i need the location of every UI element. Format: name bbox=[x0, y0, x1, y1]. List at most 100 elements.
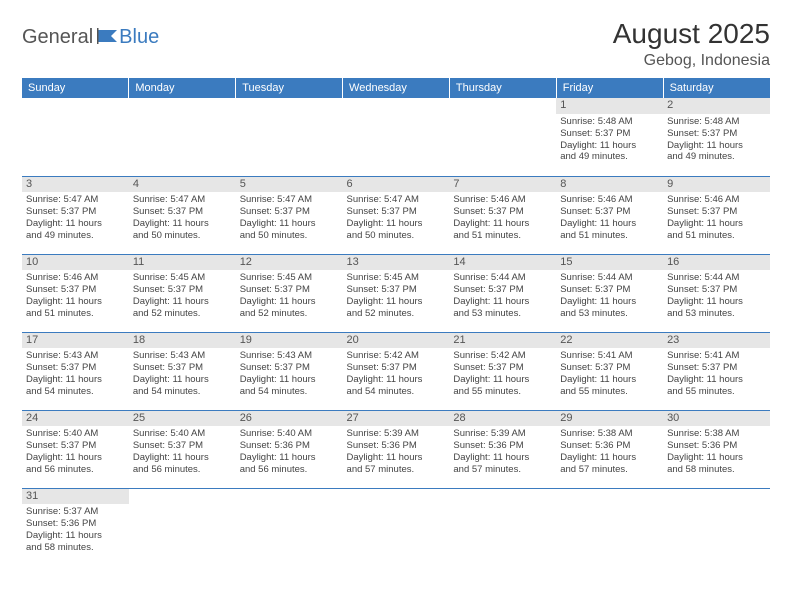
sunrise-text: Sunrise: 5:46 AM bbox=[26, 272, 125, 284]
sunrise-text: Sunrise: 5:42 AM bbox=[347, 350, 446, 362]
day-number: 25 bbox=[129, 411, 236, 427]
daylight-text: Daylight: 11 hours bbox=[667, 218, 766, 230]
weekday-header: Thursday bbox=[449, 78, 556, 98]
calendar-day-cell: 26Sunrise: 5:40 AMSunset: 5:36 PMDayligh… bbox=[236, 410, 343, 488]
sunset-text: Sunset: 5:37 PM bbox=[26, 362, 125, 374]
sunset-text: Sunset: 5:37 PM bbox=[560, 206, 659, 218]
calendar-day-cell: 15Sunrise: 5:44 AMSunset: 5:37 PMDayligh… bbox=[556, 254, 663, 332]
sunset-text: Sunset: 5:37 PM bbox=[240, 206, 339, 218]
calendar-day-cell bbox=[343, 488, 450, 566]
daylight-text: and 54 minutes. bbox=[26, 386, 125, 398]
brand-logo: General Blue bbox=[22, 18, 159, 49]
sunset-text: Sunset: 5:37 PM bbox=[133, 206, 232, 218]
calendar-day-cell: 4Sunrise: 5:47 AMSunset: 5:37 PMDaylight… bbox=[129, 176, 236, 254]
day-number: 13 bbox=[343, 255, 450, 271]
daylight-text: and 53 minutes. bbox=[667, 308, 766, 320]
daylight-text: Daylight: 11 hours bbox=[133, 452, 232, 464]
sunrise-text: Sunrise: 5:47 AM bbox=[347, 194, 446, 206]
daylight-text: and 58 minutes. bbox=[26, 542, 125, 554]
day-number: 5 bbox=[236, 177, 343, 193]
daylight-text: Daylight: 11 hours bbox=[347, 452, 446, 464]
day-number: 30 bbox=[663, 411, 770, 427]
calendar-table: Sunday Monday Tuesday Wednesday Thursday… bbox=[22, 78, 770, 566]
sunrise-text: Sunrise: 5:37 AM bbox=[26, 506, 125, 518]
calendar-day-cell: 6Sunrise: 5:47 AMSunset: 5:37 PMDaylight… bbox=[343, 176, 450, 254]
day-number: 31 bbox=[22, 489, 129, 505]
calendar-day-cell bbox=[236, 488, 343, 566]
sunrise-text: Sunrise: 5:40 AM bbox=[240, 428, 339, 440]
sunset-text: Sunset: 5:36 PM bbox=[667, 440, 766, 452]
sunrise-text: Sunrise: 5:47 AM bbox=[26, 194, 125, 206]
calendar-day-cell bbox=[129, 488, 236, 566]
calendar-day-cell: 1Sunrise: 5:48 AMSunset: 5:37 PMDaylight… bbox=[556, 98, 663, 176]
daylight-text: and 49 minutes. bbox=[26, 230, 125, 242]
month-title: August 2025 bbox=[613, 18, 770, 50]
sunrise-text: Sunrise: 5:38 AM bbox=[560, 428, 659, 440]
calendar-day-cell: 19Sunrise: 5:43 AMSunset: 5:37 PMDayligh… bbox=[236, 332, 343, 410]
sunrise-text: Sunrise: 5:46 AM bbox=[560, 194, 659, 206]
title-block: August 2025 Gebog, Indonesia bbox=[613, 18, 770, 70]
daylight-text: and 50 minutes. bbox=[133, 230, 232, 242]
sunset-text: Sunset: 5:37 PM bbox=[453, 284, 552, 296]
day-number: 28 bbox=[449, 411, 556, 427]
sunset-text: Sunset: 5:37 PM bbox=[347, 284, 446, 296]
daylight-text: Daylight: 11 hours bbox=[560, 452, 659, 464]
sunrise-text: Sunrise: 5:43 AM bbox=[133, 350, 232, 362]
calendar-day-cell bbox=[129, 98, 236, 176]
daylight-text: Daylight: 11 hours bbox=[560, 140, 659, 152]
daylight-text: Daylight: 11 hours bbox=[347, 374, 446, 386]
day-number: 11 bbox=[129, 255, 236, 271]
daylight-text: and 52 minutes. bbox=[347, 308, 446, 320]
day-number: 6 bbox=[343, 177, 450, 193]
daylight-text: Daylight: 11 hours bbox=[560, 296, 659, 308]
sunset-text: Sunset: 5:36 PM bbox=[240, 440, 339, 452]
day-number: 14 bbox=[449, 255, 556, 271]
day-number: 7 bbox=[449, 177, 556, 193]
calendar-day-cell: 20Sunrise: 5:42 AMSunset: 5:37 PMDayligh… bbox=[343, 332, 450, 410]
sunrise-text: Sunrise: 5:46 AM bbox=[667, 194, 766, 206]
sunrise-text: Sunrise: 5:39 AM bbox=[453, 428, 552, 440]
daylight-text: and 50 minutes. bbox=[240, 230, 339, 242]
sunrise-text: Sunrise: 5:44 AM bbox=[453, 272, 552, 284]
daylight-text: and 51 minutes. bbox=[453, 230, 552, 242]
daylight-text: Daylight: 11 hours bbox=[26, 296, 125, 308]
daylight-text: Daylight: 11 hours bbox=[347, 296, 446, 308]
sunset-text: Sunset: 5:37 PM bbox=[560, 362, 659, 374]
sunset-text: Sunset: 5:37 PM bbox=[347, 362, 446, 374]
calendar-day-cell: 8Sunrise: 5:46 AMSunset: 5:37 PMDaylight… bbox=[556, 176, 663, 254]
calendar-day-cell: 11Sunrise: 5:45 AMSunset: 5:37 PMDayligh… bbox=[129, 254, 236, 332]
daylight-text: Daylight: 11 hours bbox=[133, 218, 232, 230]
sunset-text: Sunset: 5:37 PM bbox=[667, 362, 766, 374]
calendar-day-cell bbox=[236, 98, 343, 176]
daylight-text: Daylight: 11 hours bbox=[667, 140, 766, 152]
sunrise-text: Sunrise: 5:45 AM bbox=[133, 272, 232, 284]
sunset-text: Sunset: 5:37 PM bbox=[26, 440, 125, 452]
sunset-text: Sunset: 5:36 PM bbox=[560, 440, 659, 452]
daylight-text: and 57 minutes. bbox=[453, 464, 552, 476]
day-number: 2 bbox=[663, 98, 770, 114]
day-number: 10 bbox=[22, 255, 129, 271]
sunset-text: Sunset: 5:37 PM bbox=[667, 284, 766, 296]
daylight-text: Daylight: 11 hours bbox=[240, 296, 339, 308]
day-number: 18 bbox=[129, 333, 236, 349]
calendar-day-cell: 24Sunrise: 5:40 AMSunset: 5:37 PMDayligh… bbox=[22, 410, 129, 488]
sunset-text: Sunset: 5:37 PM bbox=[453, 362, 552, 374]
day-number: 16 bbox=[663, 255, 770, 271]
calendar-day-cell: 12Sunrise: 5:45 AMSunset: 5:37 PMDayligh… bbox=[236, 254, 343, 332]
daylight-text: Daylight: 11 hours bbox=[26, 218, 125, 230]
calendar-day-cell: 17Sunrise: 5:43 AMSunset: 5:37 PMDayligh… bbox=[22, 332, 129, 410]
weekday-header: Sunday bbox=[22, 78, 129, 98]
daylight-text: Daylight: 11 hours bbox=[453, 452, 552, 464]
calendar-day-cell: 3Sunrise: 5:47 AMSunset: 5:37 PMDaylight… bbox=[22, 176, 129, 254]
sunset-text: Sunset: 5:37 PM bbox=[26, 206, 125, 218]
day-number: 4 bbox=[129, 177, 236, 193]
sunrise-text: Sunrise: 5:46 AM bbox=[453, 194, 552, 206]
calendar-week-row: 1Sunrise: 5:48 AMSunset: 5:37 PMDaylight… bbox=[22, 98, 770, 176]
calendar-day-cell: 23Sunrise: 5:41 AMSunset: 5:37 PMDayligh… bbox=[663, 332, 770, 410]
calendar-day-cell bbox=[449, 98, 556, 176]
calendar-day-cell: 30Sunrise: 5:38 AMSunset: 5:36 PMDayligh… bbox=[663, 410, 770, 488]
daylight-text: Daylight: 11 hours bbox=[453, 218, 552, 230]
calendar-week-row: 17Sunrise: 5:43 AMSunset: 5:37 PMDayligh… bbox=[22, 332, 770, 410]
weekday-header: Friday bbox=[556, 78, 663, 98]
day-number: 20 bbox=[343, 333, 450, 349]
